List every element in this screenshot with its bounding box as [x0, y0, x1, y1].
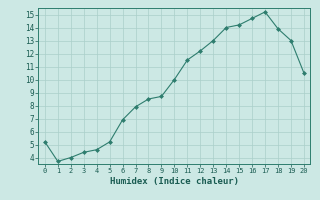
X-axis label: Humidex (Indice chaleur): Humidex (Indice chaleur) — [110, 177, 239, 186]
